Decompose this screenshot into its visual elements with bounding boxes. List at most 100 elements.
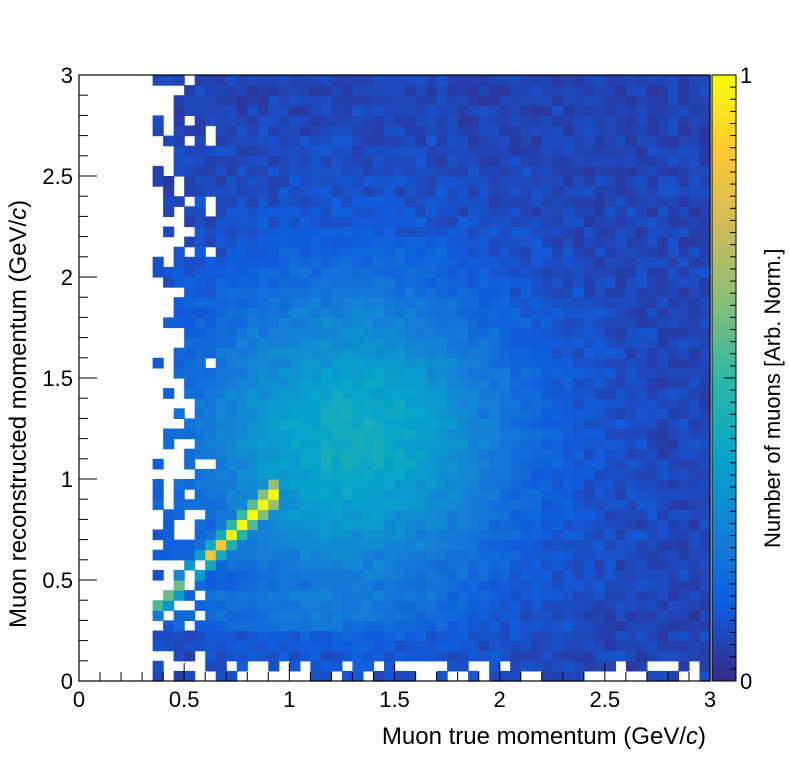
heatmap-cell xyxy=(310,489,322,500)
heatmap-cell xyxy=(552,630,564,642)
heatmap-cell xyxy=(667,620,680,632)
heatmap-cell xyxy=(678,226,690,238)
heatmap-cell xyxy=(268,428,280,440)
heatmap-cell xyxy=(236,660,248,672)
heatmap-cell xyxy=(289,650,301,662)
heatmap-cell xyxy=(447,226,459,238)
heatmap-cell xyxy=(562,448,574,460)
heatmap-cell xyxy=(646,75,659,86)
heatmap-cell xyxy=(510,569,522,581)
heatmap-cell xyxy=(667,277,680,288)
heatmap-cell xyxy=(362,115,375,127)
heatmap-cell xyxy=(163,620,175,632)
heatmap-cell xyxy=(373,580,385,591)
heatmap-cell xyxy=(341,418,354,430)
heatmap-cell xyxy=(552,105,564,116)
heatmap-cell xyxy=(499,448,511,460)
heatmap-cell xyxy=(373,196,385,207)
heatmap-cell xyxy=(299,549,311,561)
heatmap-cell xyxy=(510,347,522,359)
heatmap-cell xyxy=(604,458,616,470)
heatmap-cell xyxy=(226,479,238,490)
heatmap-cell xyxy=(278,347,290,359)
heatmap-cell xyxy=(699,539,711,551)
heatmap-cell xyxy=(667,600,680,611)
heatmap-cell xyxy=(236,489,248,500)
heatmap-cell xyxy=(362,388,375,399)
heatmap-cell xyxy=(541,610,553,621)
heatmap-cell xyxy=(236,115,248,127)
heatmap-cell xyxy=(562,216,574,228)
heatmap-cell xyxy=(352,367,364,379)
heatmap-cell xyxy=(436,509,448,520)
heatmap-cell xyxy=(268,660,280,672)
heatmap-cell xyxy=(489,479,501,490)
heatmap-cell xyxy=(646,428,659,440)
heatmap-cell xyxy=(405,479,417,490)
heatmap-cell xyxy=(562,337,574,349)
heatmap-cell xyxy=(194,549,206,561)
heatmap-cell xyxy=(205,428,217,440)
heatmap-cell xyxy=(541,256,553,268)
heatmap-cell xyxy=(489,539,501,551)
heatmap-cell xyxy=(447,580,459,591)
heatmap-cell xyxy=(489,287,501,298)
heatmap-cell xyxy=(678,600,690,611)
heatmap-cell xyxy=(278,327,290,339)
heatmap-cell xyxy=(341,509,354,520)
heatmap-cell xyxy=(499,569,511,581)
heatmap-cell xyxy=(468,489,480,500)
heatmap-cell xyxy=(478,620,490,632)
heatmap-cell xyxy=(310,539,322,551)
heatmap-cell xyxy=(383,347,396,359)
heatmap-cell xyxy=(320,287,332,298)
heatmap-cell xyxy=(278,529,290,541)
heatmap-cell xyxy=(667,509,680,520)
heatmap-cell xyxy=(173,590,185,601)
heatmap-cell xyxy=(362,398,375,409)
heatmap-cell xyxy=(636,337,648,349)
heatmap-cell xyxy=(383,95,396,106)
heatmap-cell xyxy=(215,337,227,349)
heatmap-cell xyxy=(573,670,585,682)
heatmap-cell xyxy=(594,347,606,359)
heatmap-cell xyxy=(573,75,585,86)
heatmap-cell xyxy=(299,559,311,571)
heatmap-cell xyxy=(226,529,238,541)
heatmap-cell xyxy=(678,216,690,228)
heatmap-cell xyxy=(436,428,448,440)
heatmap-cell xyxy=(268,569,280,581)
heatmap-cell xyxy=(678,640,690,652)
heatmap-cell xyxy=(362,277,375,288)
heatmap-cell xyxy=(573,367,585,379)
heatmap-cell xyxy=(310,448,322,460)
heatmap-cell xyxy=(615,448,627,460)
heatmap-cell xyxy=(394,428,406,440)
heatmap-cell xyxy=(373,489,385,500)
heatmap-cell xyxy=(205,418,217,430)
heatmap-cell xyxy=(678,256,690,268)
heatmap-cell xyxy=(341,95,354,106)
heatmap-cell xyxy=(257,256,269,268)
heatmap-cell xyxy=(320,590,332,601)
heatmap-cell xyxy=(510,378,522,389)
heatmap-cell xyxy=(257,418,269,430)
heatmap-cell xyxy=(531,145,543,157)
heatmap-cell xyxy=(478,489,490,500)
heatmap-cell xyxy=(646,539,659,551)
heatmap-cell xyxy=(362,580,375,591)
heatmap-cell xyxy=(531,75,543,86)
heatmap-cell xyxy=(457,367,469,379)
heatmap-cell xyxy=(415,529,427,541)
heatmap-cell xyxy=(562,499,574,510)
heatmap-cell xyxy=(552,327,564,339)
heatmap-cell xyxy=(268,105,280,116)
heatmap-cell xyxy=(562,357,574,369)
heatmap-cell xyxy=(489,367,501,379)
heatmap-cell xyxy=(215,236,227,248)
heatmap-cell xyxy=(615,337,627,349)
heatmap-cell xyxy=(257,428,269,440)
heatmap-cell xyxy=(236,468,248,480)
heatmap-cell xyxy=(289,357,301,369)
heatmap-cell xyxy=(278,569,290,581)
